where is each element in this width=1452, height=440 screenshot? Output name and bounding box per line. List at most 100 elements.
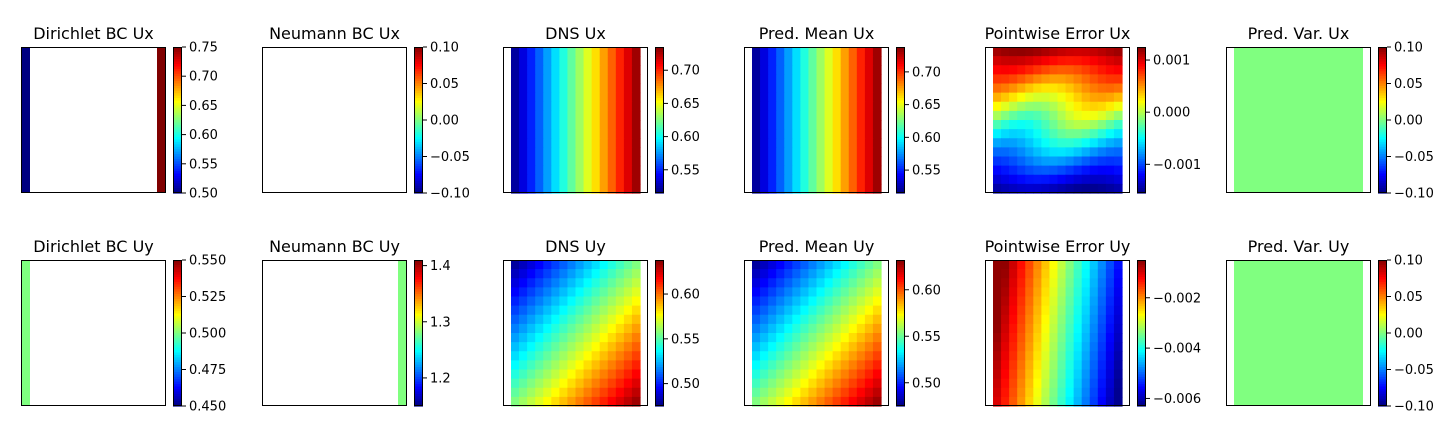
colorbar-segment — [173, 306, 182, 310]
colorbar-segment — [173, 277, 182, 281]
colorbar-segment — [1137, 311, 1146, 315]
colorbar-segment — [414, 325, 423, 329]
heatmap-cell — [1089, 183, 1099, 194]
colorbar-segment — [655, 129, 664, 133]
heatmap-cell — [1009, 56, 1018, 66]
heatmap-cell — [752, 83, 761, 94]
heatmap-cell — [872, 378, 882, 389]
heatmap-cell — [1065, 314, 1075, 325]
heatmap-cell — [559, 74, 569, 85]
heatmap-cell — [856, 174, 866, 185]
heatmap-cell — [567, 56, 577, 66]
heatmap-cell — [1041, 92, 1051, 103]
colorbar-segment — [896, 64, 905, 68]
colorbar-segment — [655, 369, 664, 373]
heatmap-cell — [519, 47, 528, 57]
heatmap-cell — [1025, 269, 1034, 279]
colorbar-segment — [1137, 267, 1146, 271]
colorbar-segment — [173, 359, 182, 363]
heatmap-cell — [1081, 369, 1091, 380]
heatmap-cell — [864, 360, 874, 371]
heatmap-cell — [511, 378, 520, 389]
colorbar-segment — [896, 71, 905, 75]
colorbar-segment — [896, 350, 905, 354]
heatmap-cell — [808, 138, 818, 148]
colorbar-segment — [655, 337, 664, 341]
heatmap-cell — [559, 396, 569, 407]
heatmap-cell — [1057, 287, 1067, 298]
colorbar-segment — [896, 171, 905, 175]
heatmap-cell — [567, 342, 577, 352]
heatmap-cell — [535, 129, 544, 139]
colorbar-segment — [896, 401, 905, 405]
heatmap-cell — [1025, 314, 1034, 325]
colorbar-segment — [414, 345, 423, 349]
heatmap-cell — [993, 174, 1002, 185]
colorbar-segment — [414, 127, 423, 131]
heatmap-cell — [768, 92, 777, 103]
heatmap-cell — [1105, 120, 1115, 130]
heatmap-cell — [1105, 287, 1115, 298]
heatmap — [1226, 260, 1371, 406]
colorbar-segment — [1137, 352, 1146, 356]
heatmap-cell — [567, 260, 577, 270]
heatmap-cell — [1081, 378, 1091, 389]
heatmap-cell — [856, 278, 866, 288]
heatmap-cell — [840, 183, 850, 194]
heatmap-cell — [1065, 305, 1075, 316]
heatmap-cell — [623, 396, 633, 407]
heatmap-cell — [784, 165, 793, 176]
heatmap-cell — [1073, 305, 1083, 316]
plot-frame — [503, 47, 648, 193]
colorbar-segment — [655, 54, 664, 58]
colorbar-segment — [173, 335, 182, 339]
colorbar-segment — [173, 362, 182, 366]
heatmap-cell — [993, 83, 1002, 94]
colorbar-segment — [173, 54, 182, 58]
colorbar-segment — [1137, 318, 1146, 322]
colorbar-segment — [1378, 71, 1387, 75]
heatmap-cell — [1073, 120, 1083, 130]
heatmap-cell — [535, 92, 544, 103]
heatmap-cell — [776, 387, 785, 398]
heatmap-cell — [575, 387, 585, 398]
plot-frame — [744, 47, 889, 193]
heatmap-cell — [583, 92, 593, 103]
heatmap-cell — [559, 269, 569, 279]
colorbar-tick-label: 0.00 — [1394, 327, 1423, 342]
heatmap-cell — [840, 101, 850, 112]
heatmap-cell — [575, 147, 585, 158]
heatmap-cell — [511, 342, 520, 352]
heatmap-cell — [1057, 47, 1067, 57]
heatmap-cell — [1025, 147, 1034, 158]
heatmap-cell — [575, 396, 585, 407]
heatmap-cell — [575, 174, 585, 185]
heatmap-cell — [575, 296, 585, 307]
heatmap-cell — [784, 296, 793, 307]
heatmap-cell — [856, 156, 866, 167]
heatmap-cell — [1057, 278, 1067, 288]
heatmap-cell — [527, 269, 536, 279]
heatmap-cell — [832, 101, 842, 112]
colorbar-segment — [896, 115, 905, 119]
plot-frame — [21, 47, 166, 193]
heatmap-cell — [993, 65, 1002, 75]
panel-neumann-bc-uy: Neumann BC Uy1.41.31.2 — [262, 237, 451, 407]
colorbar-segment — [414, 315, 423, 319]
heatmap-cell — [599, 305, 609, 316]
heatmap-cell — [1001, 110, 1010, 121]
heatmap-cell — [1105, 92, 1115, 103]
colorbar-segment — [896, 158, 905, 162]
heatmap-cell — [583, 110, 593, 121]
heatmap-cell — [1073, 351, 1083, 361]
heatmap-cell — [631, 110, 641, 121]
heatmap-cell — [631, 323, 641, 334]
heatmap-cell — [1009, 183, 1018, 194]
heatmap-cell — [832, 74, 842, 85]
heatmap-cell — [1025, 74, 1034, 85]
heatmap-cell — [567, 92, 577, 103]
heatmap-cell — [543, 287, 552, 298]
heatmap-cell — [840, 156, 850, 167]
heatmap-cell — [575, 110, 585, 121]
heatmap-cell — [768, 305, 777, 316]
